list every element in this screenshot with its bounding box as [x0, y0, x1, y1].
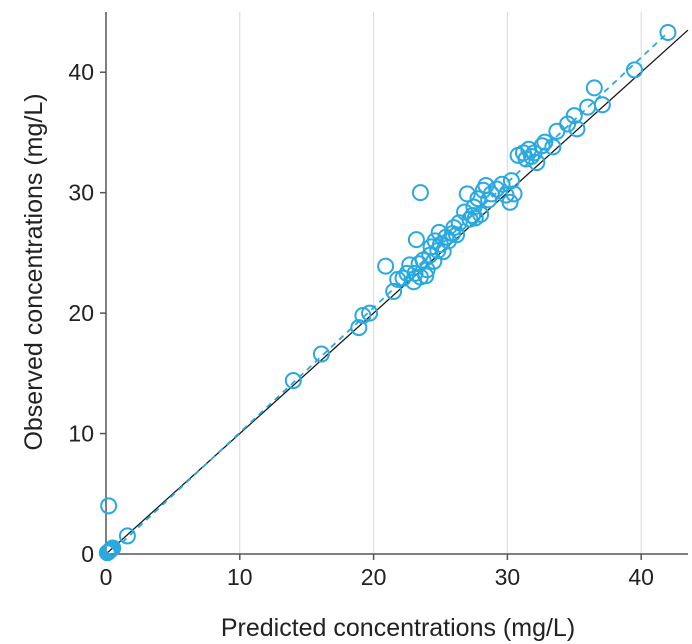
data-point-39 [448, 226, 466, 244]
data-point-44 [464, 207, 482, 225]
data-point-48 [472, 205, 490, 223]
data-point-0 [98, 544, 116, 562]
data-point-1 [100, 543, 118, 561]
data-point-12 [377, 257, 395, 275]
data-point-57 [502, 172, 520, 190]
data-point-9 [350, 319, 368, 337]
data-point-23 [411, 184, 429, 202]
data-point-56 [501, 193, 519, 211]
data-point-63 [522, 148, 540, 166]
data-point-74 [585, 79, 603, 97]
data-point-2 [101, 541, 119, 559]
x-axis-title: Predicted concentrations (mg/L) [221, 614, 575, 642]
data-point-3 [102, 540, 120, 558]
data-point-13 [385, 282, 403, 300]
data-point-68 [544, 138, 562, 156]
axes [100, 12, 688, 560]
data-point-40 [450, 214, 468, 232]
tick-labels: 0 10 20 30 40 0 10 20 30 40 [68, 59, 654, 590]
x-tick-label-20: 20 [361, 564, 387, 590]
data-point-5 [100, 497, 118, 515]
data-point-58 [505, 185, 523, 203]
data-point-71 [565, 107, 583, 125]
y-tick-label-20: 20 [68, 300, 94, 326]
data-point-65 [528, 154, 546, 172]
data-point-42 [458, 185, 476, 203]
x-tick-label-10: 10 [227, 564, 253, 590]
data-point-77 [659, 23, 677, 41]
y-tick-label-40: 40 [68, 59, 94, 85]
x-tick-label-40: 40 [628, 564, 654, 590]
data-point-11 [361, 304, 379, 322]
data-point-76 [625, 61, 643, 79]
data-point-72 [568, 120, 586, 138]
y-tick-label-10: 10 [68, 421, 94, 447]
data-point-6 [118, 527, 136, 545]
data-point-20 [407, 231, 425, 249]
y-axis-title: Observed concentrations (mg/L) [20, 93, 48, 450]
data-point-38 [445, 219, 463, 237]
data-point-66 [533, 137, 551, 155]
data-point-54 [493, 175, 511, 193]
y-tick-label-30: 30 [68, 180, 94, 206]
data-point-8 [312, 345, 330, 363]
x-tick-label-0: 0 [100, 564, 113, 590]
data-point-7 [284, 372, 302, 390]
data-point-75 [593, 96, 611, 114]
data-point-25 [417, 267, 435, 285]
x-tick-label-30: 30 [495, 564, 521, 590]
grid-lines [239, 12, 642, 554]
data-points [98, 23, 677, 562]
y-tick-label-0: 0 [81, 541, 94, 567]
data-point-4 [104, 539, 122, 557]
data-point-29 [425, 252, 443, 270]
data-point-53 [488, 180, 506, 198]
